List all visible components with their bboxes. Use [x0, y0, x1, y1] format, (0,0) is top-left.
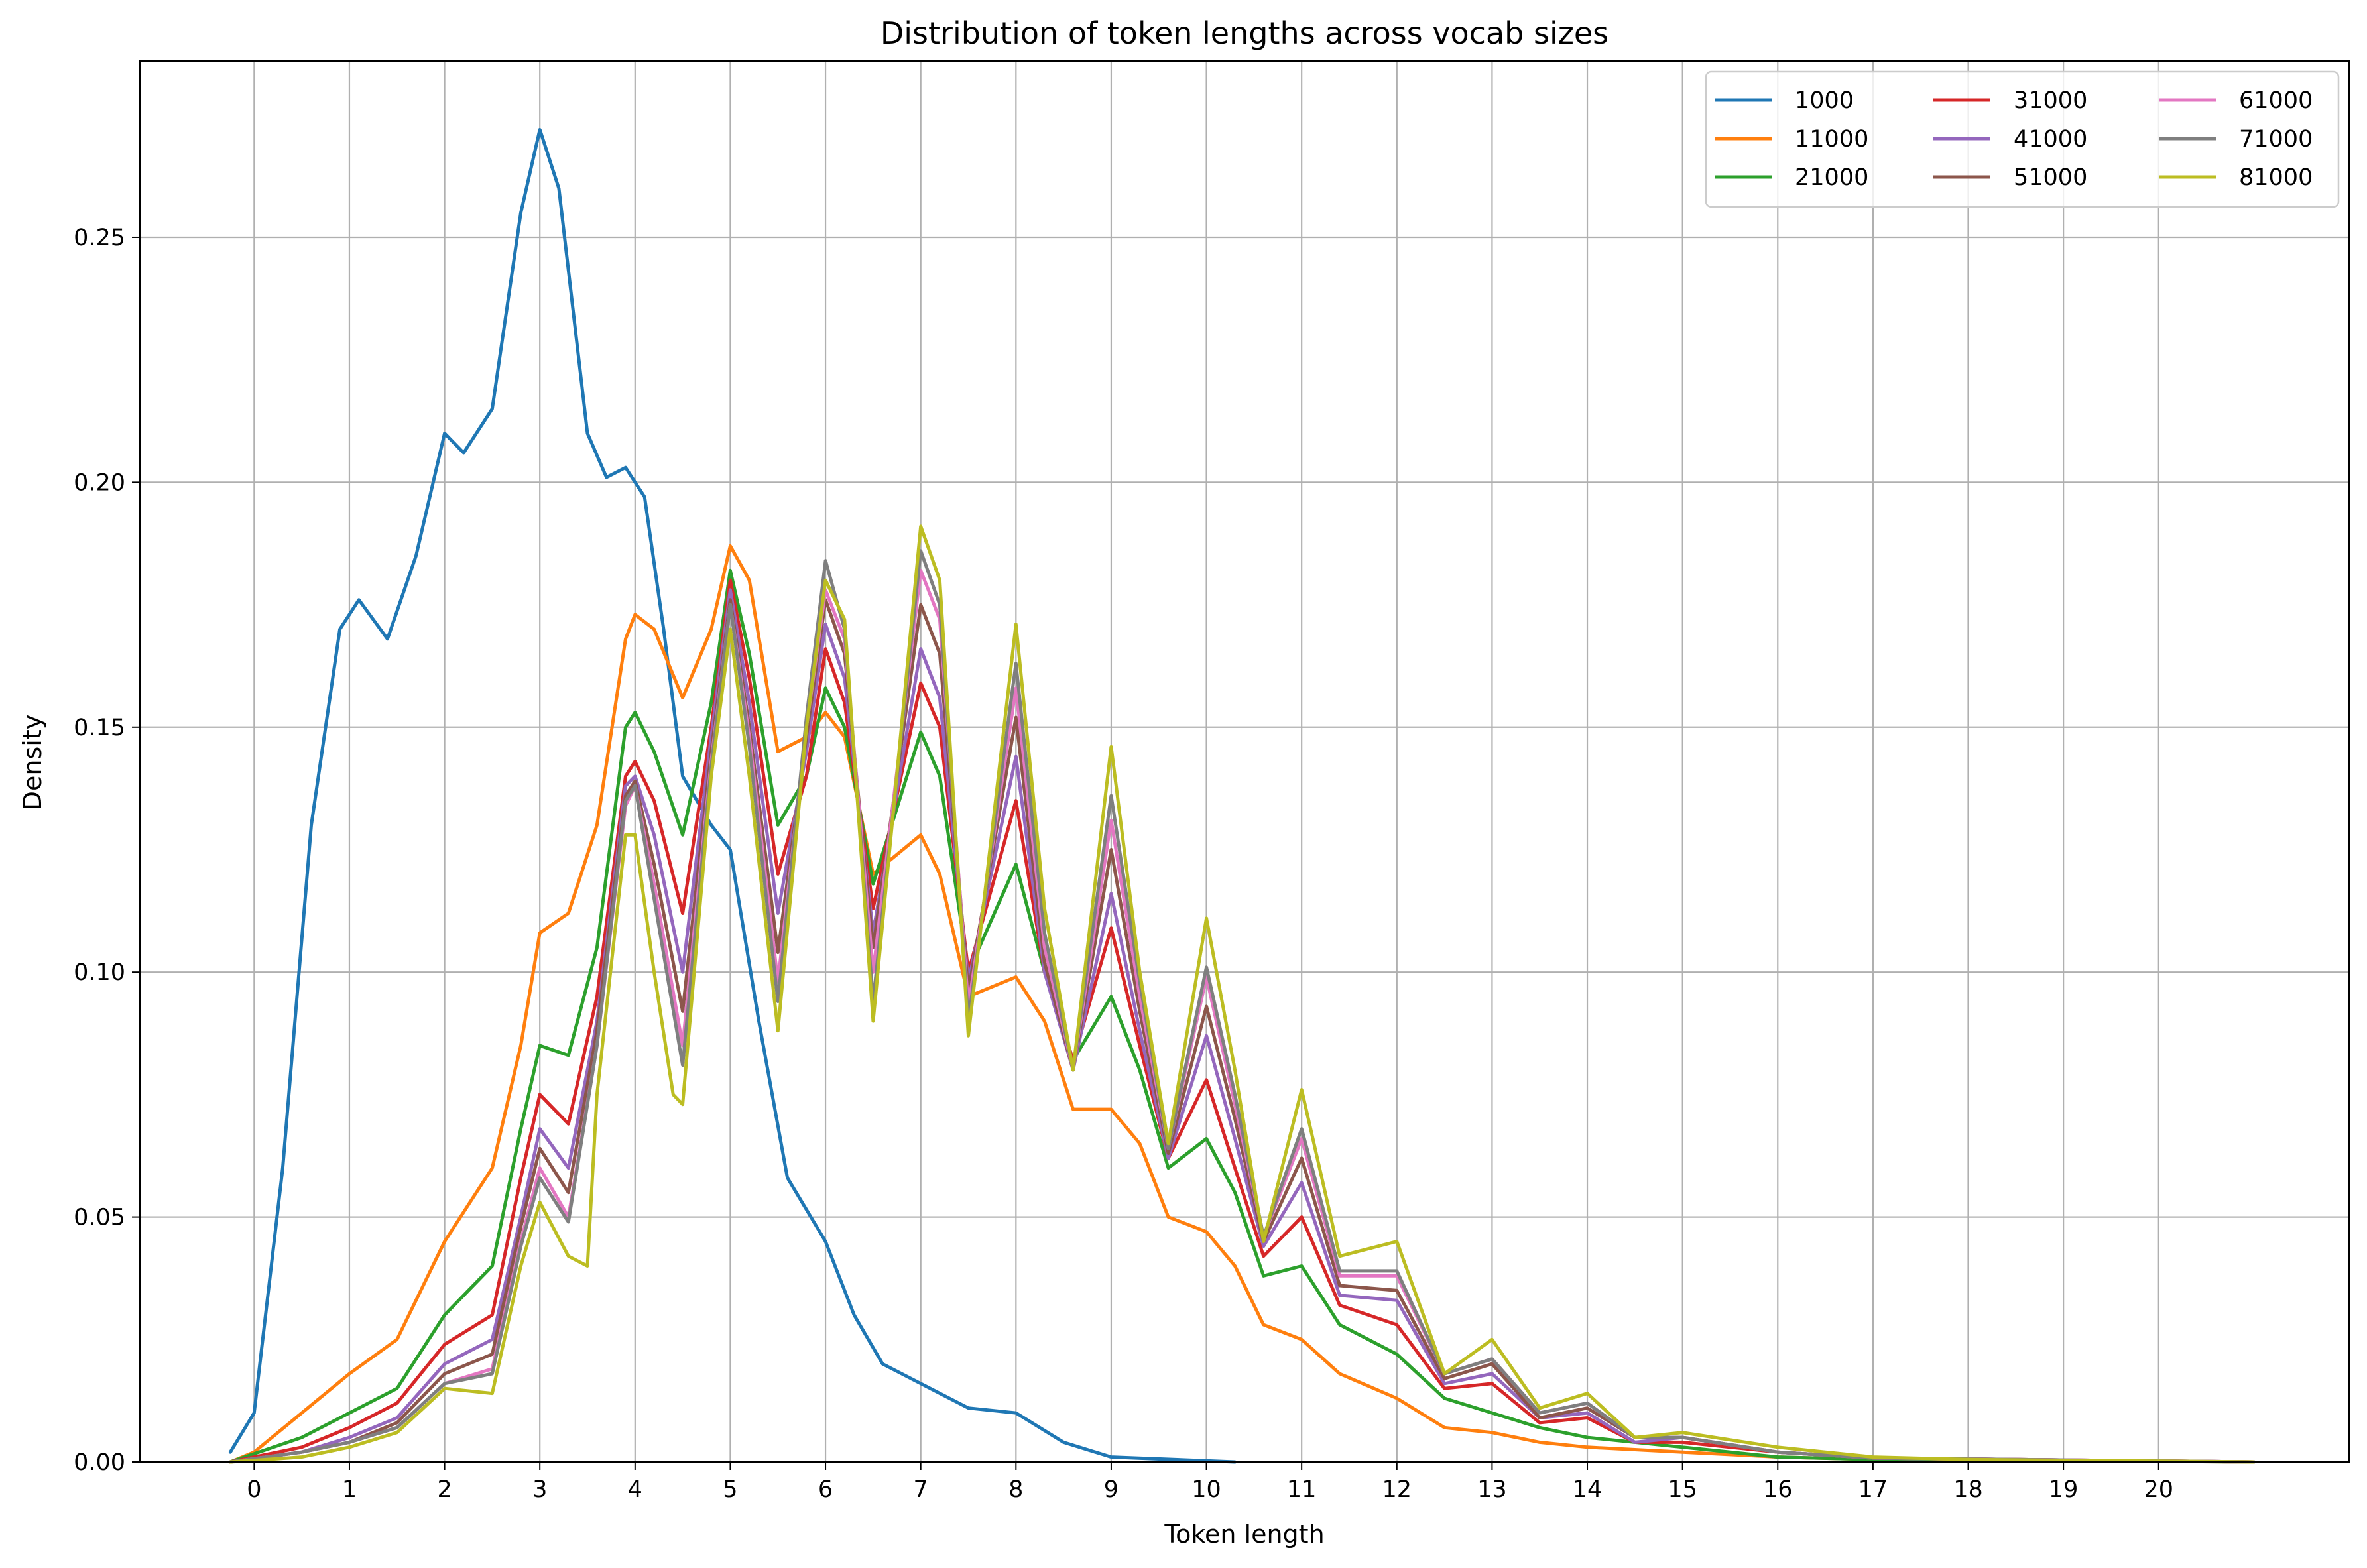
series-line-71000	[228, 549, 2256, 1464]
legend-label-81000: 81000	[2239, 164, 2313, 191]
x-axis-label: Token length	[1164, 1520, 1324, 1549]
y-tick-label: 0.25	[74, 225, 125, 251]
series-line-11000	[228, 544, 2256, 1464]
y-tick-label: 0.00	[74, 1449, 125, 1476]
x-tick-label: 9	[1104, 1477, 1119, 1503]
x-tick-label: 14	[1573, 1477, 1603, 1503]
x-tick-label: 1	[342, 1477, 357, 1503]
y-tick-label: 0.15	[74, 715, 125, 741]
chart-title: Distribution of token lengths across voc…	[880, 15, 1608, 51]
legend-label-11000: 11000	[1795, 126, 1868, 152]
x-tick-label: 19	[2049, 1477, 2079, 1503]
x-tick-label: 4	[628, 1477, 642, 1503]
x-tick-label: 18	[1953, 1477, 1983, 1503]
y-tick-label: 0.05	[74, 1205, 125, 1231]
series-line-21000	[228, 568, 2256, 1464]
legend-label-51000: 51000	[2014, 164, 2087, 191]
legend: 1000 11000 21000 31000 41000 51000 61000 71000 8…	[1705, 70, 2340, 208]
plot-frame	[139, 60, 2350, 1463]
y-tick-label: 0.10	[74, 959, 125, 986]
y-axis-label: Density	[18, 715, 47, 810]
x-tick-label: 5	[723, 1477, 737, 1503]
series-line-1000	[228, 127, 1237, 1464]
legend-label-21000: 21000	[1795, 164, 1868, 191]
legend-box	[1705, 70, 2340, 208]
legend-label-1000: 1000	[1795, 88, 1854, 114]
legend-label-41000: 41000	[2014, 126, 2087, 152]
x-tick-label: 13	[1477, 1477, 1507, 1503]
series-line-31000	[228, 578, 2256, 1464]
x-tick-label: 2	[437, 1477, 452, 1503]
x-tick-label: 7	[914, 1477, 928, 1503]
legend-label-31000: 31000	[2014, 88, 2087, 114]
legend-label-71000: 71000	[2239, 126, 2313, 152]
series-line-81000	[228, 524, 2256, 1464]
x-tick-label: 17	[1858, 1477, 1888, 1503]
x-tick-label: 10	[1191, 1477, 1221, 1503]
x-tick-label: 3	[532, 1477, 547, 1503]
x-tick-label: 15	[1668, 1477, 1697, 1503]
series-layer	[228, 127, 2256, 1464]
x-tick-label: 20	[2144, 1477, 2173, 1503]
y-tick-label: 0.20	[74, 469, 125, 496]
series-line-41000	[228, 588, 2256, 1464]
x-axis-ticks: 0 1 2 3 4 5 6 7 8 9 10 11 12 13 14 15 16 17 18 19 20	[247, 1462, 2173, 1503]
x-tick-label: 11	[1287, 1477, 1317, 1503]
y-axis-ticks: 0.00 0.05 0.10 0.15 0.20 0.25	[74, 225, 140, 1476]
series-line-51000	[228, 598, 2256, 1464]
x-tick-label: 8	[1008, 1477, 1023, 1503]
legend-label-61000: 61000	[2239, 88, 2313, 114]
x-tick-label: 12	[1382, 1477, 1412, 1503]
x-tick-label: 16	[1763, 1477, 1793, 1503]
x-tick-label: 6	[818, 1477, 833, 1503]
x-tick-label: 0	[247, 1477, 261, 1503]
